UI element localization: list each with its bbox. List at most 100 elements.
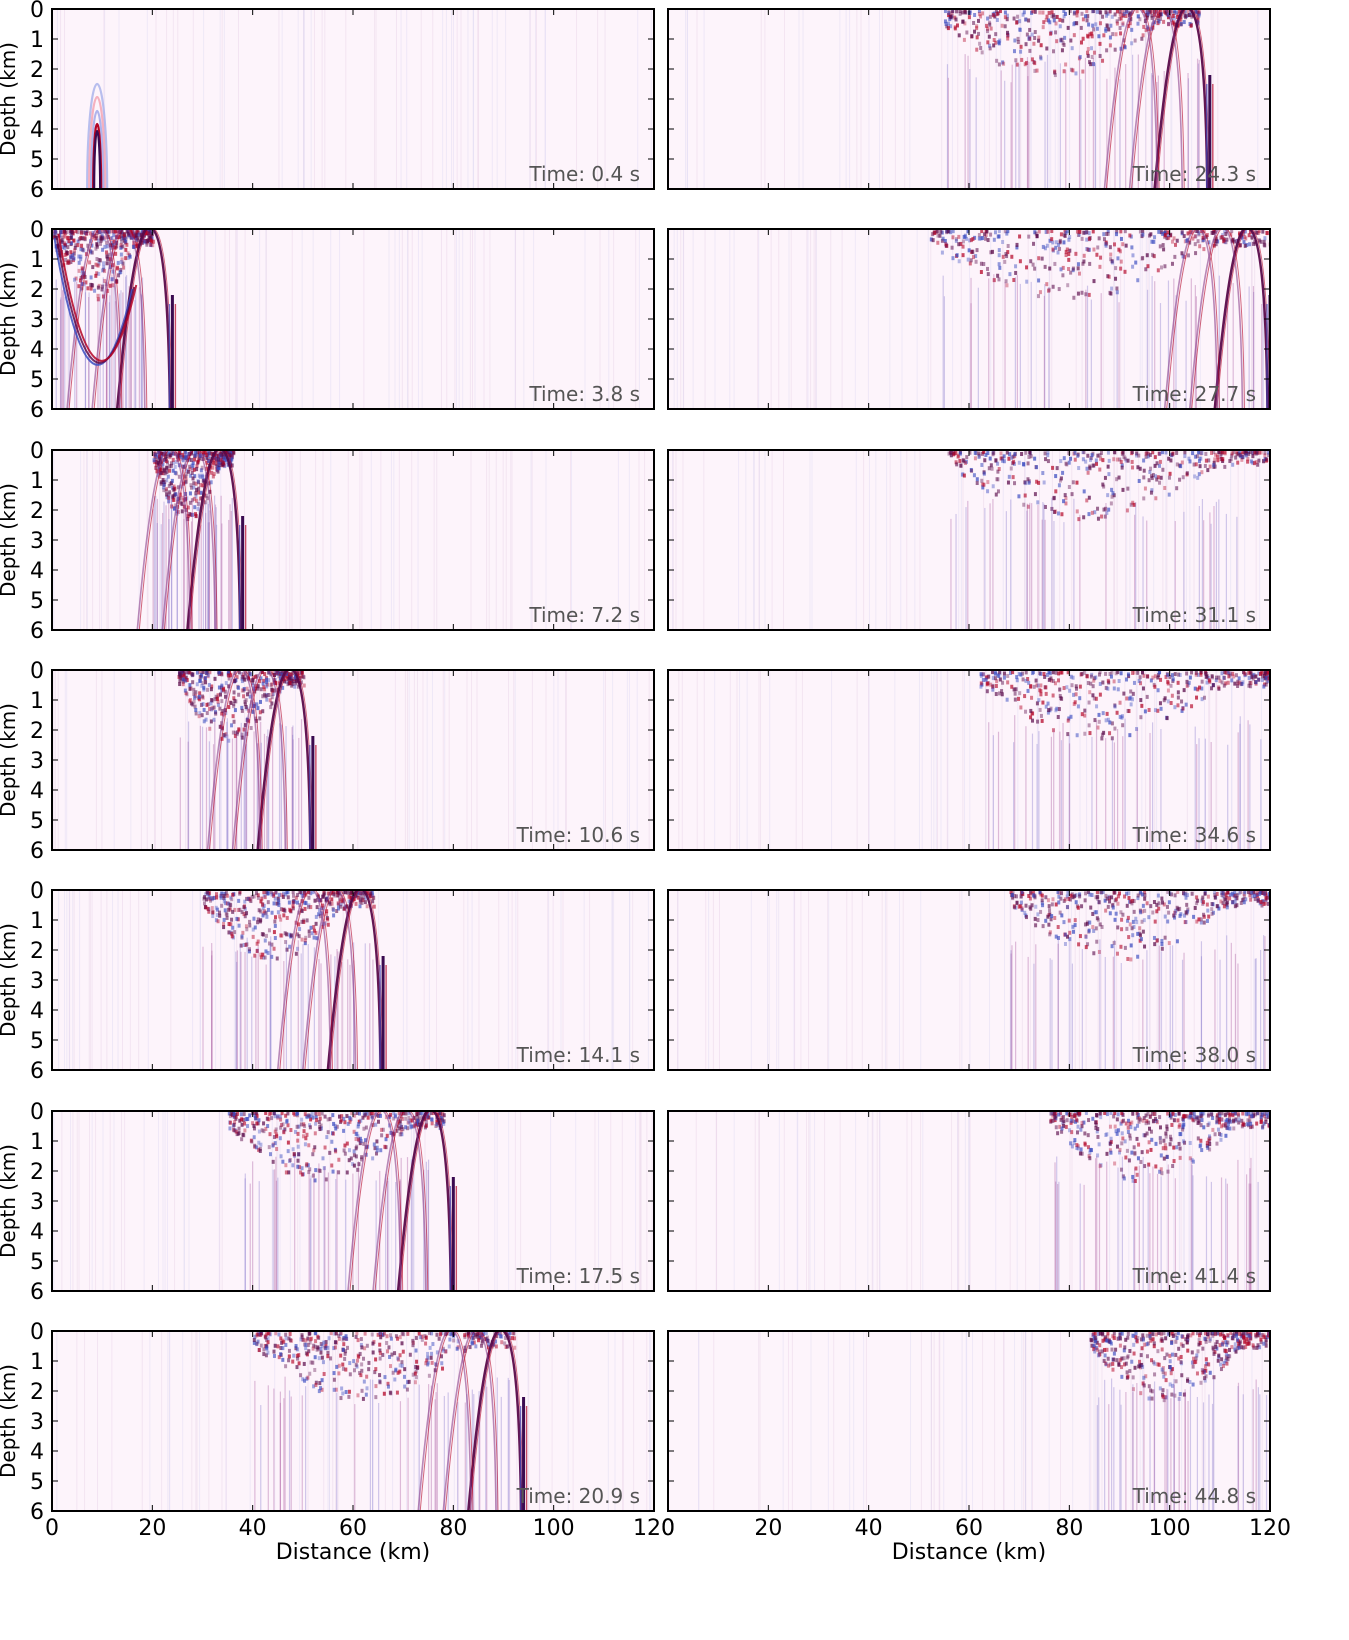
scatter-energy xyxy=(327,1336,331,1341)
scatter-energy xyxy=(439,1354,443,1359)
scatter-energy xyxy=(430,1360,434,1365)
scatter-energy xyxy=(414,1348,418,1353)
scatter-energy xyxy=(1032,41,1036,46)
scatter-energy xyxy=(1076,229,1080,234)
scatter-energy xyxy=(1050,237,1054,242)
scatter-energy xyxy=(1016,40,1020,45)
scatter-energy xyxy=(100,268,104,273)
scatter-energy xyxy=(1015,242,1019,247)
scatter-energy xyxy=(1011,475,1015,480)
scatter-energy xyxy=(1054,245,1058,250)
scatter-energy xyxy=(1166,233,1170,238)
scatter-energy xyxy=(347,1394,351,1399)
scatter-energy xyxy=(1173,9,1177,14)
scatter-energy xyxy=(349,1116,353,1121)
scatter-energy xyxy=(408,1121,412,1126)
scatter-energy xyxy=(216,453,220,458)
scatter-energy xyxy=(264,1353,268,1358)
scatter-energy xyxy=(253,925,257,930)
scatter-energy xyxy=(274,1132,278,1137)
scatter-energy xyxy=(1019,44,1023,49)
scatter-energy xyxy=(1004,252,1008,257)
scatter-energy xyxy=(1255,230,1259,235)
scatter-energy xyxy=(184,479,188,484)
wavefield xyxy=(684,9,1259,189)
scatter-energy xyxy=(961,19,965,24)
scatter-energy xyxy=(258,699,262,704)
scatter-energy xyxy=(1001,239,1005,244)
scatter-energy xyxy=(287,900,291,905)
scatter-energy xyxy=(172,484,176,489)
scatter-energy xyxy=(1164,233,1168,238)
scatter-energy xyxy=(205,702,209,707)
scatter-energy xyxy=(282,1340,286,1345)
scatter-energy xyxy=(120,233,124,238)
scatter-energy xyxy=(211,910,215,915)
scatter-energy xyxy=(105,240,109,245)
scatter-energy xyxy=(1256,462,1260,467)
scatter-energy xyxy=(208,707,212,712)
scatter-energy xyxy=(264,933,268,938)
scatter-energy xyxy=(480,1343,484,1348)
scatter-energy xyxy=(62,241,66,246)
scatter-energy xyxy=(343,906,347,911)
scatter-energy xyxy=(114,229,118,234)
scatter-energy xyxy=(308,1125,312,1130)
scatter-energy xyxy=(1005,13,1009,18)
scatter-energy xyxy=(236,1131,240,1136)
scatter-energy xyxy=(165,492,169,497)
scatter-energy xyxy=(1005,283,1009,288)
scatter-energy xyxy=(971,249,975,254)
scatter-energy xyxy=(163,479,167,484)
scatter-energy xyxy=(247,689,251,694)
scatter-energy xyxy=(1167,22,1171,27)
scatter-energy xyxy=(1086,470,1090,475)
scatter-energy xyxy=(441,1366,445,1371)
scatter-energy xyxy=(1006,243,1010,248)
scatter-energy xyxy=(323,1114,327,1119)
y-axis-label: Depth (km) xyxy=(0,703,20,817)
scatter-energy xyxy=(185,677,189,682)
scatter-energy xyxy=(332,913,336,918)
scatter-energy xyxy=(196,501,200,506)
scatter-energy xyxy=(1115,9,1119,14)
scatter-energy xyxy=(216,919,220,924)
scatter-energy xyxy=(1246,459,1250,464)
scatter-energy xyxy=(406,1331,410,1336)
scatter-energy xyxy=(400,1341,404,1346)
scatter-energy xyxy=(984,233,988,238)
scatter-energy xyxy=(955,9,959,14)
scatter-energy xyxy=(1145,451,1149,456)
wavefront-arch xyxy=(66,229,121,409)
scatter-energy xyxy=(261,913,265,918)
scatter-energy xyxy=(315,897,319,902)
scatter-energy xyxy=(1148,233,1152,238)
scatter-energy xyxy=(1105,241,1109,246)
scatter-energy xyxy=(80,271,84,276)
scatter-energy xyxy=(278,1136,282,1141)
scatter-energy xyxy=(69,250,73,255)
scatter-energy xyxy=(311,1173,315,1178)
y-tick-label: 0 xyxy=(30,218,44,243)
scatter-energy xyxy=(1036,500,1040,505)
scatter-energy xyxy=(1053,69,1057,74)
scatter-energy xyxy=(1176,15,1180,20)
scatter-energy xyxy=(308,1114,312,1119)
scatter-energy xyxy=(986,272,990,277)
scatter-energy xyxy=(124,236,128,241)
scatter-energy xyxy=(393,1377,397,1382)
scatter-energy xyxy=(273,1343,277,1348)
scatter-energy xyxy=(291,900,295,905)
panel-background xyxy=(668,450,1270,630)
scatter-energy xyxy=(1099,456,1103,461)
scatter-energy xyxy=(946,26,950,31)
source-ring xyxy=(93,129,102,189)
scatter-energy xyxy=(344,1349,348,1354)
scatter-energy xyxy=(174,459,178,464)
scatter-energy xyxy=(958,451,962,456)
scatter-energy xyxy=(371,899,375,904)
scatter-energy xyxy=(265,677,269,682)
scatter-energy xyxy=(1063,35,1067,40)
wavefront-arch-edge xyxy=(234,670,288,850)
